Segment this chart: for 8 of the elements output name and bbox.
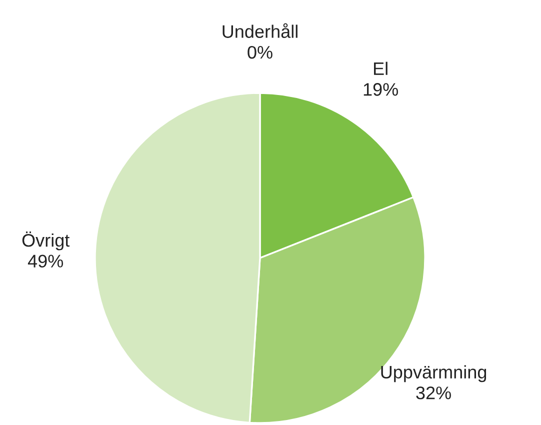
slice-label: Övrigt <box>22 231 70 250</box>
slice-label: El <box>374 62 388 75</box>
category-label: Underhåll <box>222 23 298 38</box>
data-label: 19% <box>364 83 398 96</box>
slice-label: Uppvärmning <box>381 365 486 382</box>
text: 0% <box>248 46 272 59</box>
data-label: 32% <box>416 386 451 400</box>
data-label: 49% <box>28 254 64 268</box>
